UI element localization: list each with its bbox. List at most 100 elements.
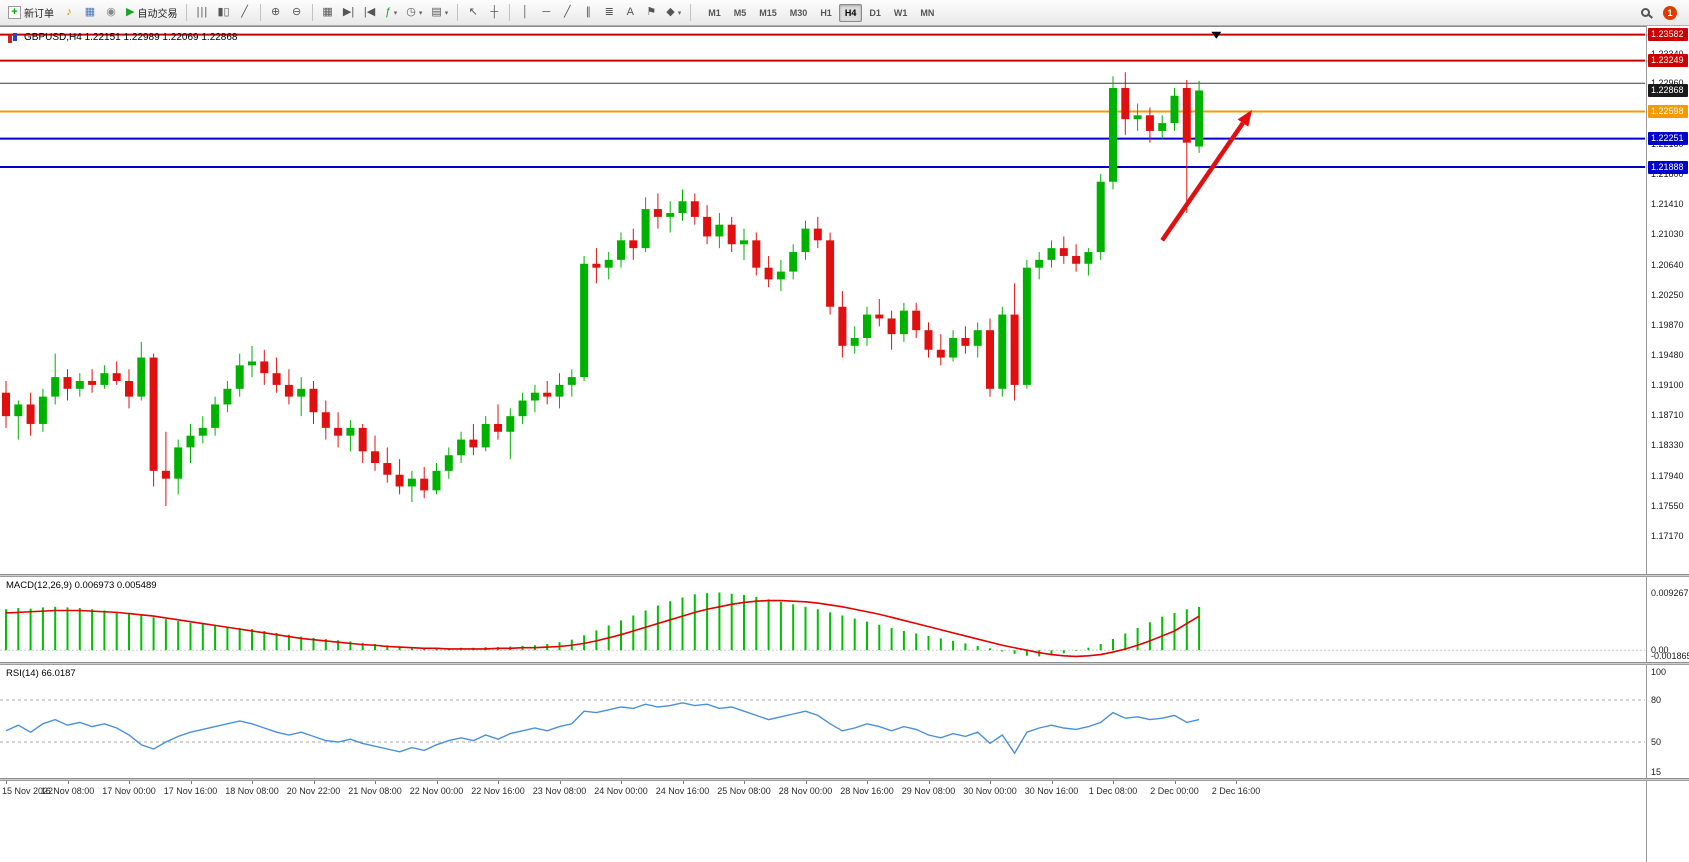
candle-body — [481, 423, 490, 448]
candle-body — [629, 240, 638, 249]
price-badge: 1.22598 — [1648, 105, 1688, 119]
candle-body — [912, 310, 921, 331]
market-watch-button[interactable]: ▦ — [80, 3, 100, 23]
search-button[interactable] — [1635, 3, 1655, 23]
price-axis[interactable]: 1.233401.229601.225701.221801.218001.214… — [1646, 26, 1689, 862]
auto-scroll-button[interactable]: ▶| — [339, 3, 359, 23]
candle-body — [887, 318, 896, 335]
candle-body — [592, 263, 601, 268]
time-label: 29 Nov 08:00 — [901, 786, 956, 796]
candle-body — [358, 427, 367, 452]
trendline-button[interactable]: ╱ — [557, 3, 577, 23]
price-chart-pane[interactable] — [0, 27, 1645, 574]
candle-body — [407, 478, 416, 487]
time-axis[interactable]: 15 Nov 2022 16 Nov 08:00 17 Nov 00:00 17 No… — [0, 780, 1645, 806]
timeframe-MN[interactable]: MN — [914, 4, 940, 22]
time-label: 16 Nov 08:00 — [40, 786, 95, 796]
macd-pane[interactable] — [0, 577, 1645, 662]
text-button[interactable]: A — [620, 3, 640, 23]
candle-body — [1010, 314, 1019, 385]
price-tick-label: 1.17550 — [1651, 501, 1684, 512]
indicators-button[interactable]: ƒ ▾ — [381, 3, 402, 23]
candle-body — [764, 267, 773, 280]
market-watch-icon: ▦ — [84, 6, 96, 18]
fibonacci-button[interactable]: ≣ — [599, 3, 619, 23]
pane-separator[interactable] — [0, 662, 1689, 665]
candle-body — [1084, 252, 1093, 264]
crosshair-button[interactable]: ┼ — [484, 3, 504, 23]
timeframe-M30[interactable]: M30 — [784, 4, 814, 22]
candle-body — [1195, 90, 1204, 147]
shapes-button[interactable]: ◆ ▾ — [662, 3, 685, 23]
crosshair-icon: ┼ — [490, 6, 499, 18]
candle-body — [125, 380, 133, 397]
candle-body — [137, 357, 146, 397]
trend-arrow-line[interactable] — [1160, 121, 1245, 242]
candlestick-icon: ▮▯ — [217, 6, 230, 18]
price-tick-label: 1.21800 — [1651, 168, 1684, 179]
trend-arrow-head[interactable] — [1237, 109, 1252, 127]
timeframe-H4[interactable]: H4 — [838, 3, 863, 22]
channel-button[interactable]: ∥ — [578, 3, 598, 23]
timeframe-W1[interactable]: W1 — [888, 4, 914, 22]
pane-separator[interactable] — [0, 778, 1689, 781]
timeframe-M15[interactable]: M15 — [753, 4, 783, 22]
candle-body — [161, 470, 170, 479]
price-tick-label: 1.18710 — [1651, 410, 1684, 421]
time-tick — [990, 780, 991, 784]
timeframe-D1[interactable]: D1 — [863, 4, 887, 22]
zoom-out-button[interactable]: ⊖ — [287, 3, 307, 23]
timeframe-M1[interactable]: M1 — [702, 4, 727, 22]
timeframe-H1[interactable]: H1 — [814, 4, 838, 22]
sound-alert-button[interactable]: ♪ — [59, 3, 79, 23]
text-label-button[interactable]: ⚑ — [641, 3, 661, 23]
down-triangle-marker[interactable] — [1211, 31, 1222, 39]
sound-icon: ♪ — [66, 6, 72, 18]
time-tick — [1051, 780, 1053, 784]
periods-button[interactable]: ◷ ▾ — [402, 3, 426, 23]
candle-body — [457, 439, 466, 456]
candle-body — [14, 404, 23, 417]
chart-window: GBPUSD,H4 1.22151 1.22989 1.22069 1.2286… — [0, 26, 1689, 862]
candle-body — [149, 357, 158, 471]
rsi-axis-label: 15 — [1651, 767, 1662, 777]
time-tick — [190, 780, 192, 784]
time-tick — [1113, 780, 1114, 784]
toolbar-separator — [186, 4, 188, 21]
chart-shift-button[interactable]: |◀ — [360, 3, 380, 23]
candle-body — [666, 212, 675, 217]
templates-button[interactable]: ▤ ▾ — [427, 3, 452, 23]
bar-chart-button[interactable]: ||| — [192, 3, 212, 23]
price-tick-label: 1.22960 — [1651, 78, 1684, 89]
time-tick — [436, 780, 438, 784]
new-order-button[interactable]: + 新订单 — [4, 3, 58, 23]
notification-badge: 1 — [1663, 5, 1677, 20]
rsi-line — [5, 702, 1200, 755]
autotrading-button[interactable]: ▶ 自动交易 — [122, 3, 181, 23]
zoom-in-button[interactable]: ⊕ — [266, 3, 286, 23]
candlestick-chart-button[interactable]: ▮▯ — [213, 3, 233, 23]
line-chart-button[interactable]: ╱ — [235, 3, 255, 23]
time-label: 17 Nov 00:00 — [102, 786, 156, 796]
candle-body — [727, 224, 736, 245]
pane-separator[interactable] — [0, 574, 1689, 577]
chevron-down-icon: ▾ — [677, 9, 682, 17]
text-icon: A — [626, 6, 634, 18]
indicators-icon: ƒ — [384, 6, 391, 18]
tile-windows-button[interactable]: ▦ — [318, 3, 338, 23]
toolbar-separator — [259, 4, 261, 21]
candle-body — [789, 252, 798, 272]
candle-body — [1096, 181, 1105, 253]
horizontal-line-button[interactable]: ─ — [536, 3, 556, 23]
timeframe-M5[interactable]: M5 — [728, 4, 753, 22]
time-tick — [6, 780, 7, 784]
support-button[interactable]: ◉ — [101, 3, 121, 23]
cursor-button[interactable]: ↖ — [463, 3, 483, 23]
rsi-axis-label: 80 — [1651, 695, 1662, 705]
rsi-pane[interactable] — [0, 665, 1645, 778]
candle-body — [543, 392, 552, 397]
notifications-button[interactable]: 1 — [1659, 3, 1681, 23]
vertical-line-button[interactable]: │ — [515, 3, 535, 23]
candle-body — [1022, 267, 1031, 385]
candle-body — [641, 209, 650, 249]
